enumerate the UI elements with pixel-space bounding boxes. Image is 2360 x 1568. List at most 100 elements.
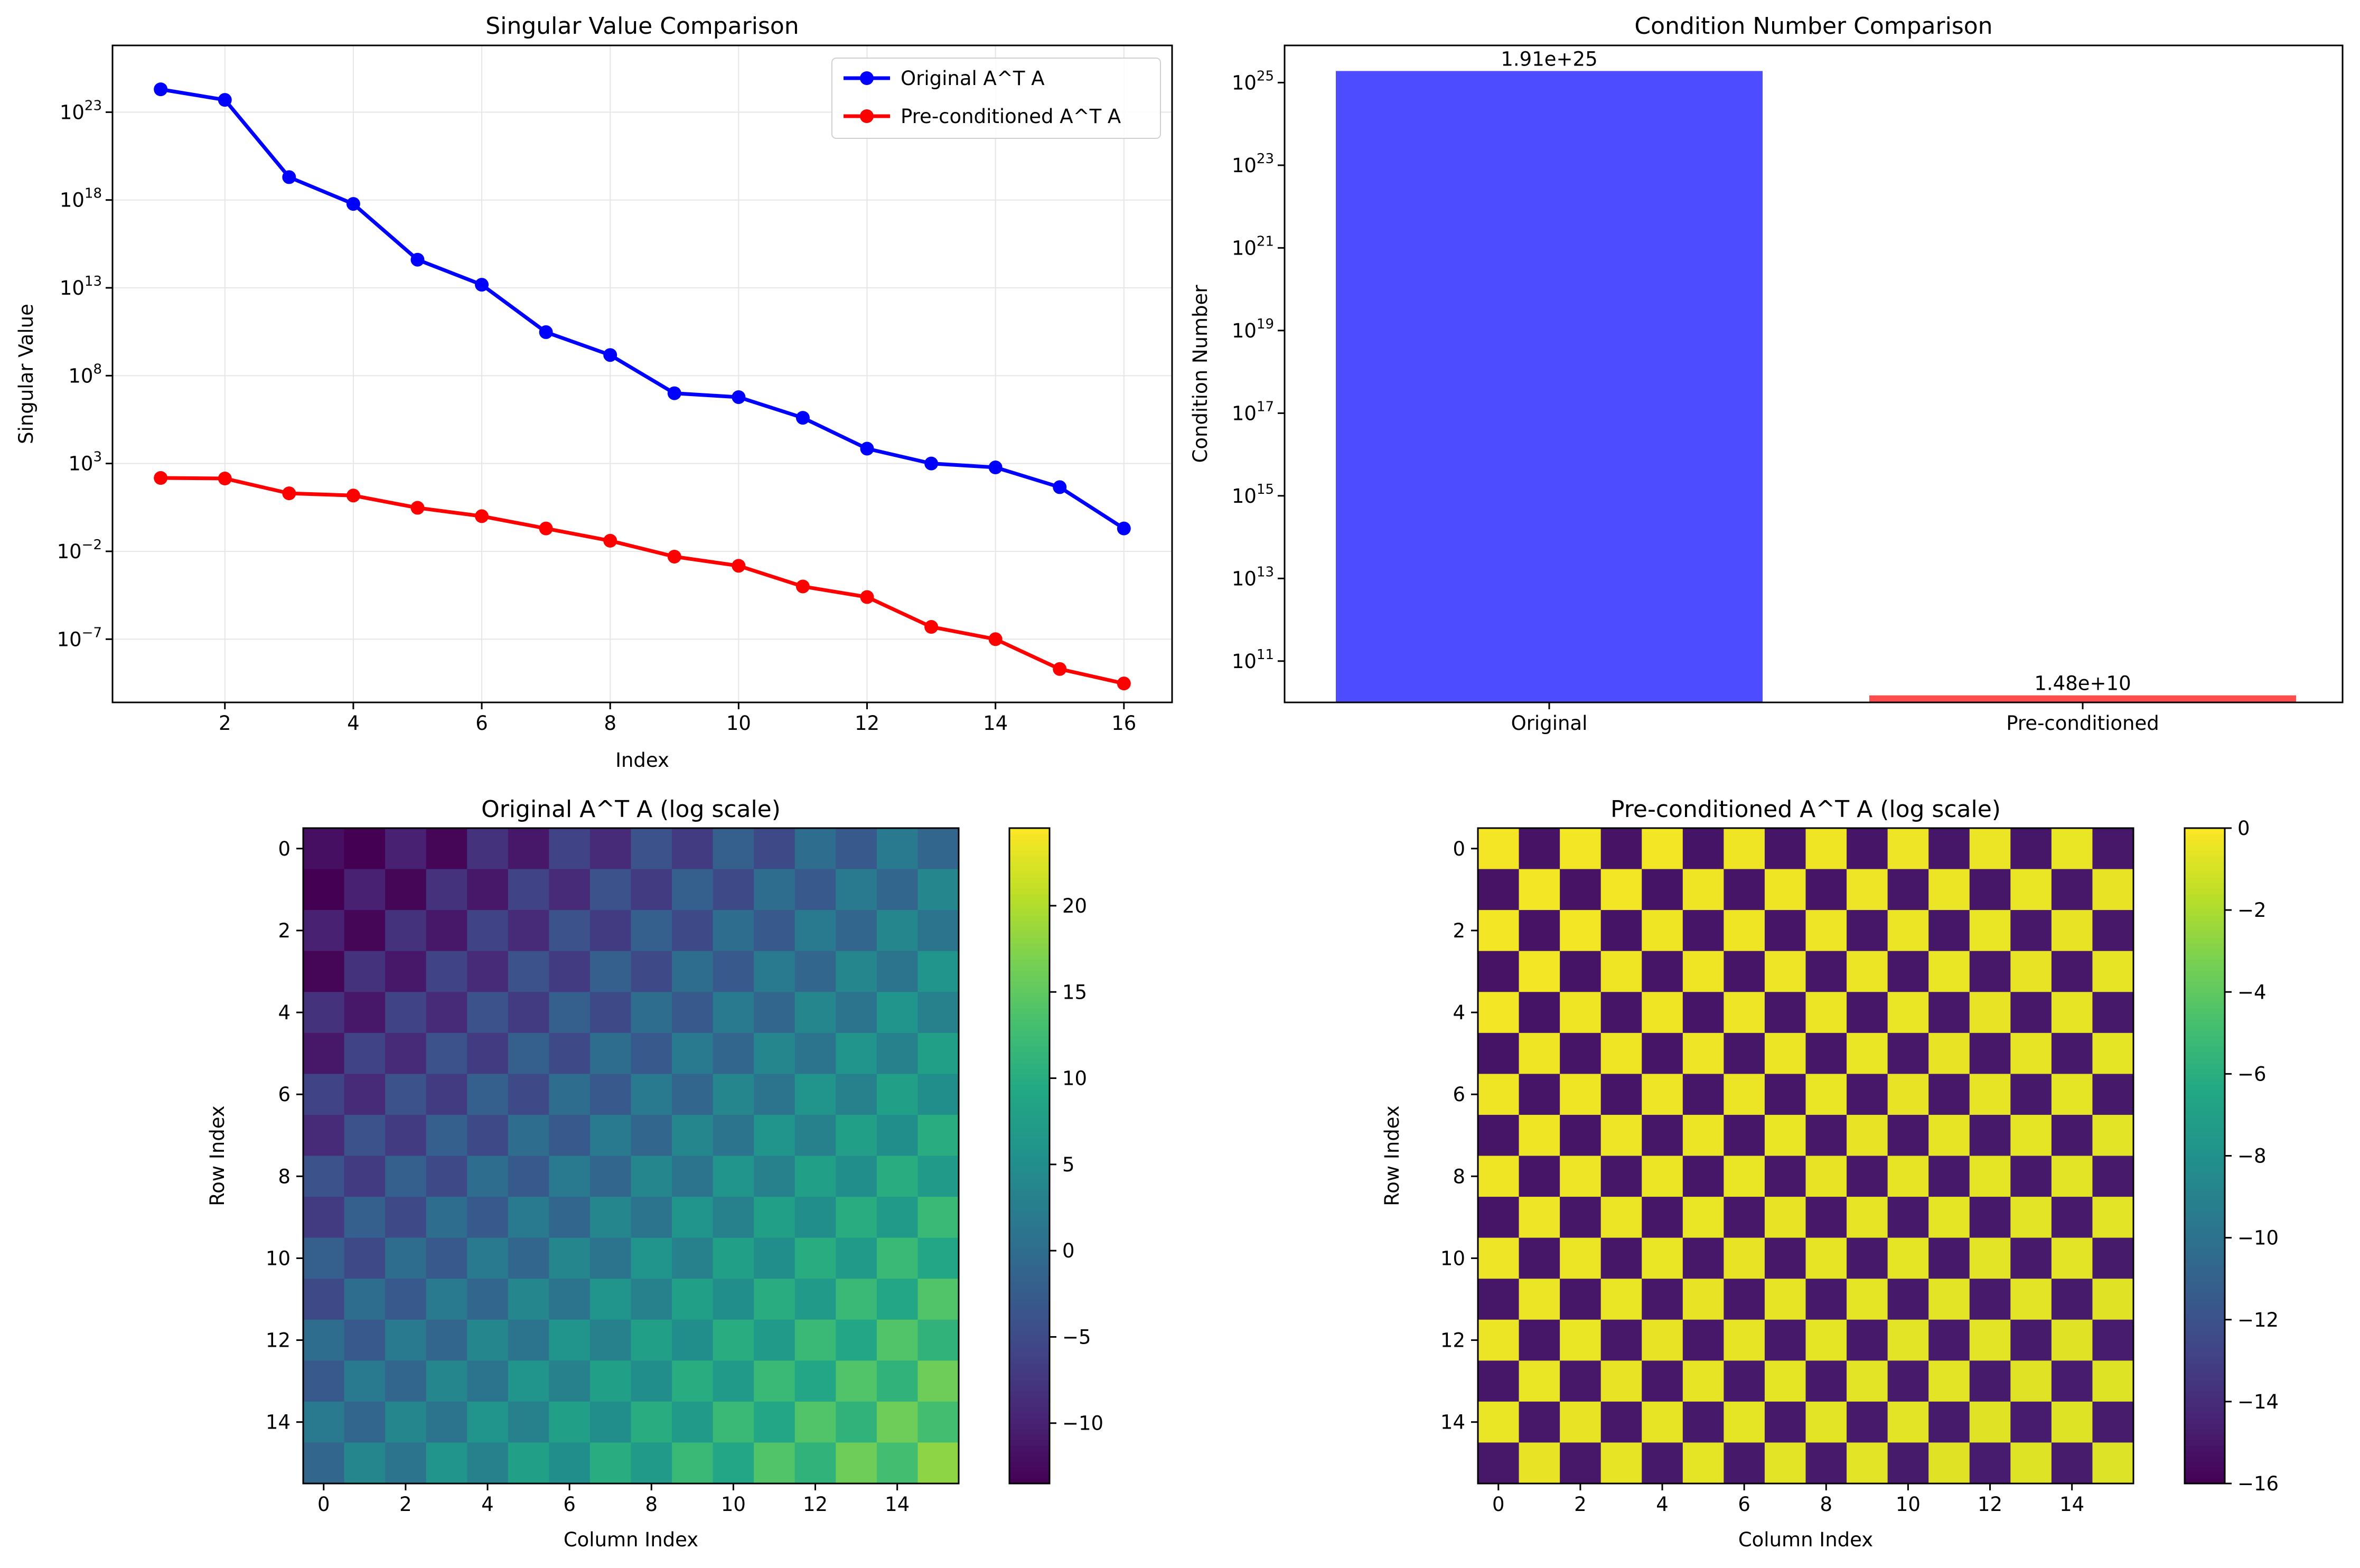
y-tick-label: 0 <box>1453 838 1465 860</box>
x-tick-label: 0 <box>317 1493 330 1516</box>
heatmap-frame <box>302 827 960 1485</box>
heatmap-cell <box>1847 1156 1888 1197</box>
heatmap-cell <box>1560 992 1602 1034</box>
heatmap-cell <box>1805 1401 1847 1443</box>
heatmap-cell <box>1560 1074 1602 1115</box>
heatmap-cell <box>344 951 386 992</box>
data-point <box>667 549 681 564</box>
heatmap-cell <box>508 910 549 952</box>
heatmap-cell <box>1478 1279 1520 1320</box>
heatmap-cell <box>1600 869 1642 910</box>
heatmap-cell <box>876 1360 919 1402</box>
heatmap-cell <box>2051 1360 2093 1402</box>
data-point <box>1053 662 1067 676</box>
colorbar-tick-label: −12 <box>2237 1309 2279 1331</box>
heatmap-cell <box>917 1114 959 1157</box>
heatmap-cell <box>754 1032 795 1074</box>
chart-title: Original A^T A (log scale) <box>481 796 781 823</box>
heatmap-cell <box>1682 910 1724 952</box>
heatmap-cell <box>1519 1237 1560 1279</box>
x-tick-label: 6 <box>563 1493 576 1516</box>
heatmap-cell <box>1805 1032 1847 1074</box>
heatmap-cell <box>467 1401 509 1443</box>
colorbar-segment <box>1009 1041 1050 1047</box>
heatmap-cell <box>344 1032 386 1074</box>
colorbar-tick-label: −10 <box>1062 1412 1103 1435</box>
colorbar-segment <box>1009 1079 1050 1085</box>
heatmap-cell <box>1560 1401 1602 1443</box>
heatmap-cell <box>876 1319 919 1361</box>
colorbar-segment <box>2185 855 2225 861</box>
heatmap-cell <box>467 910 509 952</box>
heatmap-cell <box>917 1074 959 1115</box>
colorbar-segment <box>2185 1467 2225 1473</box>
heatmap-cell <box>1764 1197 1806 1238</box>
heatmap-cell <box>1642 1279 1683 1320</box>
heatmap-cell <box>2092 1156 2134 1197</box>
heatmap-cell <box>713 1197 754 1238</box>
heatmap-cell <box>754 1442 795 1484</box>
data-point <box>475 278 489 292</box>
heatmap-cell <box>549 1197 591 1238</box>
heatmap-cell <box>876 828 919 870</box>
heatmap-cell <box>426 1360 467 1402</box>
colorbar-segment <box>2185 1177 2225 1184</box>
y-tick-label-exp: 18 <box>85 186 102 202</box>
heatmap-cell <box>2092 1401 2134 1443</box>
y-tick-label-exp: 11 <box>1257 647 1274 663</box>
heatmap-cell <box>1478 1442 1520 1484</box>
heatmap-cell <box>1560 1237 1602 1279</box>
colorbar-segment <box>2185 948 2225 954</box>
plot-frame <box>111 44 1173 703</box>
heatmap-cell <box>836 1032 877 1074</box>
y-tick-label-base: 10 <box>1232 402 1257 425</box>
y-tick-label-base: 10 <box>1232 71 1257 94</box>
heatmap-cell <box>385 1156 427 1197</box>
heatmap-cell <box>385 869 427 910</box>
heatmap-cell <box>549 869 591 910</box>
heatmap-cell <box>467 828 509 870</box>
heatmap-cell <box>1969 1360 2011 1402</box>
heatmap-cell <box>589 1319 632 1361</box>
heatmap-cell <box>1519 1032 1560 1074</box>
colorbar-segment <box>1009 1128 1050 1134</box>
heatmap-cell <box>549 1237 591 1279</box>
heatmap-cell <box>2051 1237 2093 1279</box>
heatmap-cell <box>794 869 836 910</box>
colorbar-segment <box>1009 1144 1050 1151</box>
heatmap-cell <box>385 951 427 992</box>
colorbar-segment <box>1009 943 1050 949</box>
colorbar-segment <box>1009 1106 1050 1113</box>
heatmap-cell <box>1805 828 1847 870</box>
heatmap-cell <box>672 1442 714 1484</box>
heatmap-frame <box>1477 827 2134 1485</box>
heatmap-cell <box>2010 910 2052 952</box>
colorbar-segment <box>1009 1167 1050 1173</box>
heatmap-cell <box>1600 1279 1642 1320</box>
colorbar-segment <box>2185 964 2225 971</box>
heatmap-cell <box>1764 1401 1806 1443</box>
colorbar-segment <box>2185 1156 2225 1162</box>
colorbar-segment <box>2185 1210 2225 1217</box>
heatmap-cell <box>344 869 386 910</box>
heatmap-cell <box>794 951 836 992</box>
heatmap-cell <box>467 1032 509 1074</box>
y-tick-label: 1015 <box>1232 482 1274 508</box>
colorbar-segment <box>2185 1281 2225 1288</box>
colorbar-tick-label: −14 <box>2237 1391 2279 1413</box>
data-point <box>988 632 1003 646</box>
heatmap-cell <box>713 992 754 1034</box>
heatmap-cell <box>426 1032 467 1074</box>
y-tick-label: 1025 <box>1232 68 1274 94</box>
heatmap-cell <box>426 992 467 1034</box>
heatmap-cell <box>1682 1074 1724 1115</box>
heatmap-cell <box>1764 992 1806 1034</box>
heatmap-cell <box>1847 910 1888 952</box>
colorbar-segment <box>2185 959 2225 965</box>
x-tick-label: 4 <box>481 1493 494 1516</box>
heatmap-cell <box>917 1442 959 1484</box>
heatmap-cell <box>1764 1156 1806 1197</box>
heatmap-cell <box>1969 1442 2011 1484</box>
y-tick-label: 4 <box>1453 1001 1465 1024</box>
